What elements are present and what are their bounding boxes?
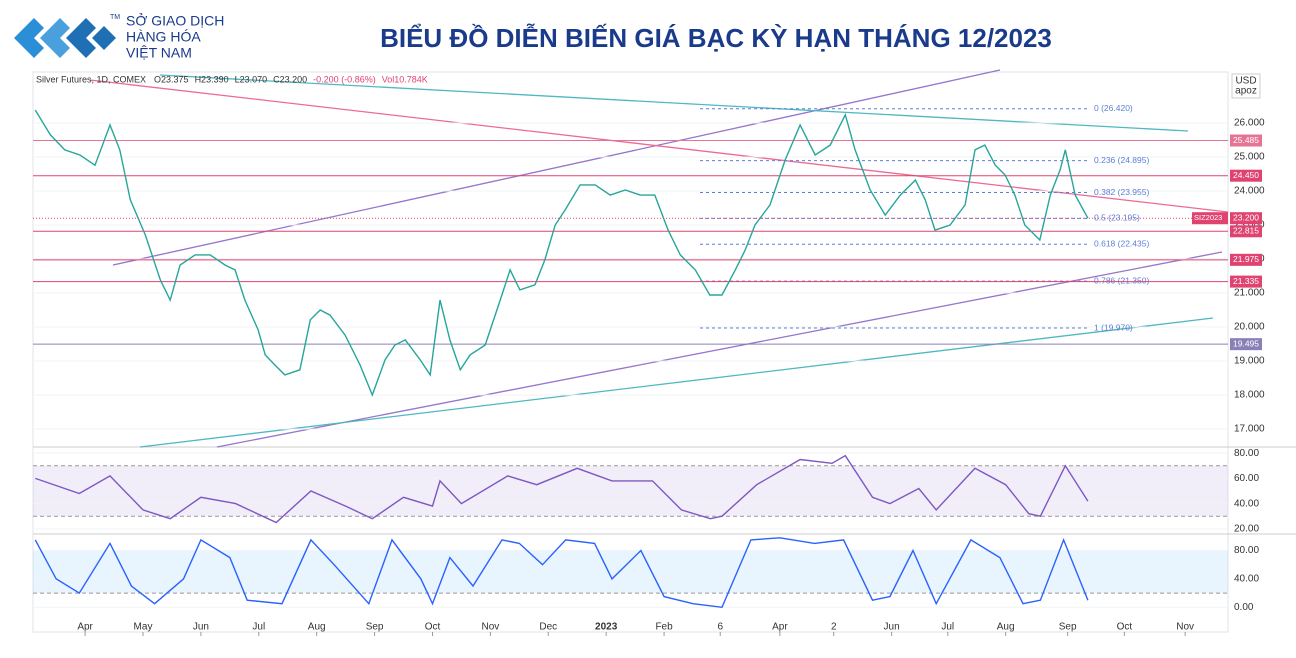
price-tag-label: 24.450	[1233, 170, 1259, 180]
ohlc-info: -0.200 (-0.86%)	[313, 74, 376, 84]
series-line	[35, 454, 1089, 524]
x-tick-label: Apr	[77, 622, 93, 633]
trademark: TM	[110, 14, 120, 21]
symbol-tag	[1192, 212, 1228, 225]
legend: Silver Futures, 1D, COMEX O23.375 H23.390 L…	[36, 74, 428, 84]
y-tick-label: 23.000	[1234, 220, 1265, 231]
series-name: Silver Futures, 1D, COMEX	[36, 74, 146, 84]
series-line	[34, 537, 1089, 609]
y-tick-label: 25.000	[1234, 152, 1265, 163]
y-tick-label: 17.000	[1234, 424, 1265, 435]
y-tick-label: 40.00	[1234, 498, 1259, 509]
y-tick-label: 80.00	[1234, 545, 1259, 556]
x-tick-label: Nov	[1176, 622, 1194, 633]
x-tick-label: May	[134, 622, 153, 633]
price-tag-label: 22.815	[1233, 226, 1259, 236]
scale-note: apoz	[1235, 86, 1257, 97]
price-tag-label: 19.495	[1233, 338, 1259, 348]
price-tag-label: 21.975	[1233, 254, 1259, 264]
trend-lines	[89, 69, 1229, 448]
x-tick-label: Jun	[884, 622, 900, 633]
fib-label: 0.618 (22.435)	[1094, 238, 1149, 248]
price-tag	[1230, 212, 1262, 225]
price-tag-label: 21.335	[1233, 276, 1259, 286]
y-tick-label: 40.00	[1234, 574, 1259, 585]
ohlc-info: Vol10.784K	[382, 74, 428, 84]
price-tag-label: 25.485	[1233, 135, 1259, 145]
ohlc-info: C23.200	[273, 74, 307, 84]
fib-label: 0.236 (24.895)	[1094, 155, 1149, 165]
series-line	[34, 109, 1089, 397]
y-tick-label: 21.000	[1234, 288, 1265, 299]
ohlc-info: L23.070	[235, 74, 268, 84]
y-tick-label: 20.000	[1234, 322, 1265, 333]
x-tick-label: Apr	[772, 622, 788, 633]
fib-label: 0.5 (23.195)	[1094, 213, 1140, 223]
y-tick-label: 60.00	[1234, 473, 1259, 484]
price-tag	[1230, 225, 1262, 238]
x-tick-label: Oct	[1117, 622, 1133, 633]
logo-text: HÀNG HÓA	[126, 29, 201, 45]
currency: USD	[1235, 76, 1256, 87]
x-tick-label: Sep	[366, 622, 384, 633]
price-tag	[1230, 134, 1262, 147]
symbol-label: SIZ2023	[1194, 213, 1222, 222]
logo-text: VIỆT NAM	[126, 45, 192, 61]
price-tag-label: 23.200	[1233, 212, 1259, 222]
ohlc-info: O23.375	[154, 74, 189, 84]
x-tick-label: 2023	[595, 622, 618, 633]
price-tag	[1230, 253, 1262, 266]
x-tick-label: Jul	[941, 622, 954, 633]
logo-text: SỞ GIAO DỊCH	[126, 12, 224, 29]
fib-label: 0.786 (21.350)	[1094, 275, 1149, 285]
x-tick-label: Nov	[481, 622, 499, 633]
x-tick-label: Sep	[1059, 622, 1077, 633]
currency-box	[1231, 73, 1261, 99]
title: BIỂU ĐỒ DIỄN BIẾN GIÁ BẠC KỲ HẠN THÁNG 1…	[380, 23, 1052, 53]
price-tag	[1230, 338, 1262, 351]
logo	[14, 18, 116, 58]
x-tick-label: Feb	[655, 622, 673, 633]
y-tick-label: 19.000	[1234, 356, 1265, 367]
x-tick-label: Aug	[997, 622, 1015, 633]
band	[33, 465, 1228, 517]
fib-label: 0 (26.420)	[1094, 103, 1133, 113]
y-tick-label: 0.00	[1234, 602, 1254, 613]
y-tick-label: 18.000	[1234, 390, 1265, 401]
fib-label: 0.382 (23.955)	[1094, 187, 1149, 197]
band	[33, 550, 1228, 594]
x-tick-label: Aug	[308, 622, 326, 633]
price-tag	[1230, 275, 1262, 288]
x-tick-label: 2	[831, 622, 837, 633]
y-tick-label: 24.000	[1234, 186, 1265, 197]
x-tick-label: Jul	[252, 622, 265, 633]
price-tag	[1230, 169, 1262, 182]
plot-frame	[32, 71, 1229, 633]
fib-label: 1 (19.970)	[1094, 322, 1133, 332]
y-tick-label: 80.00	[1234, 448, 1259, 459]
x-tick-label: Dec	[539, 622, 557, 633]
y-tick-label: 20.00	[1234, 523, 1259, 534]
x-tick-label: 6	[717, 622, 723, 633]
y-tick-label: 26.000	[1234, 118, 1265, 129]
x-tick-label: Jun	[193, 622, 209, 633]
x-tick-label: Oct	[425, 622, 441, 633]
ohlc-info: H23.390	[195, 74, 229, 84]
